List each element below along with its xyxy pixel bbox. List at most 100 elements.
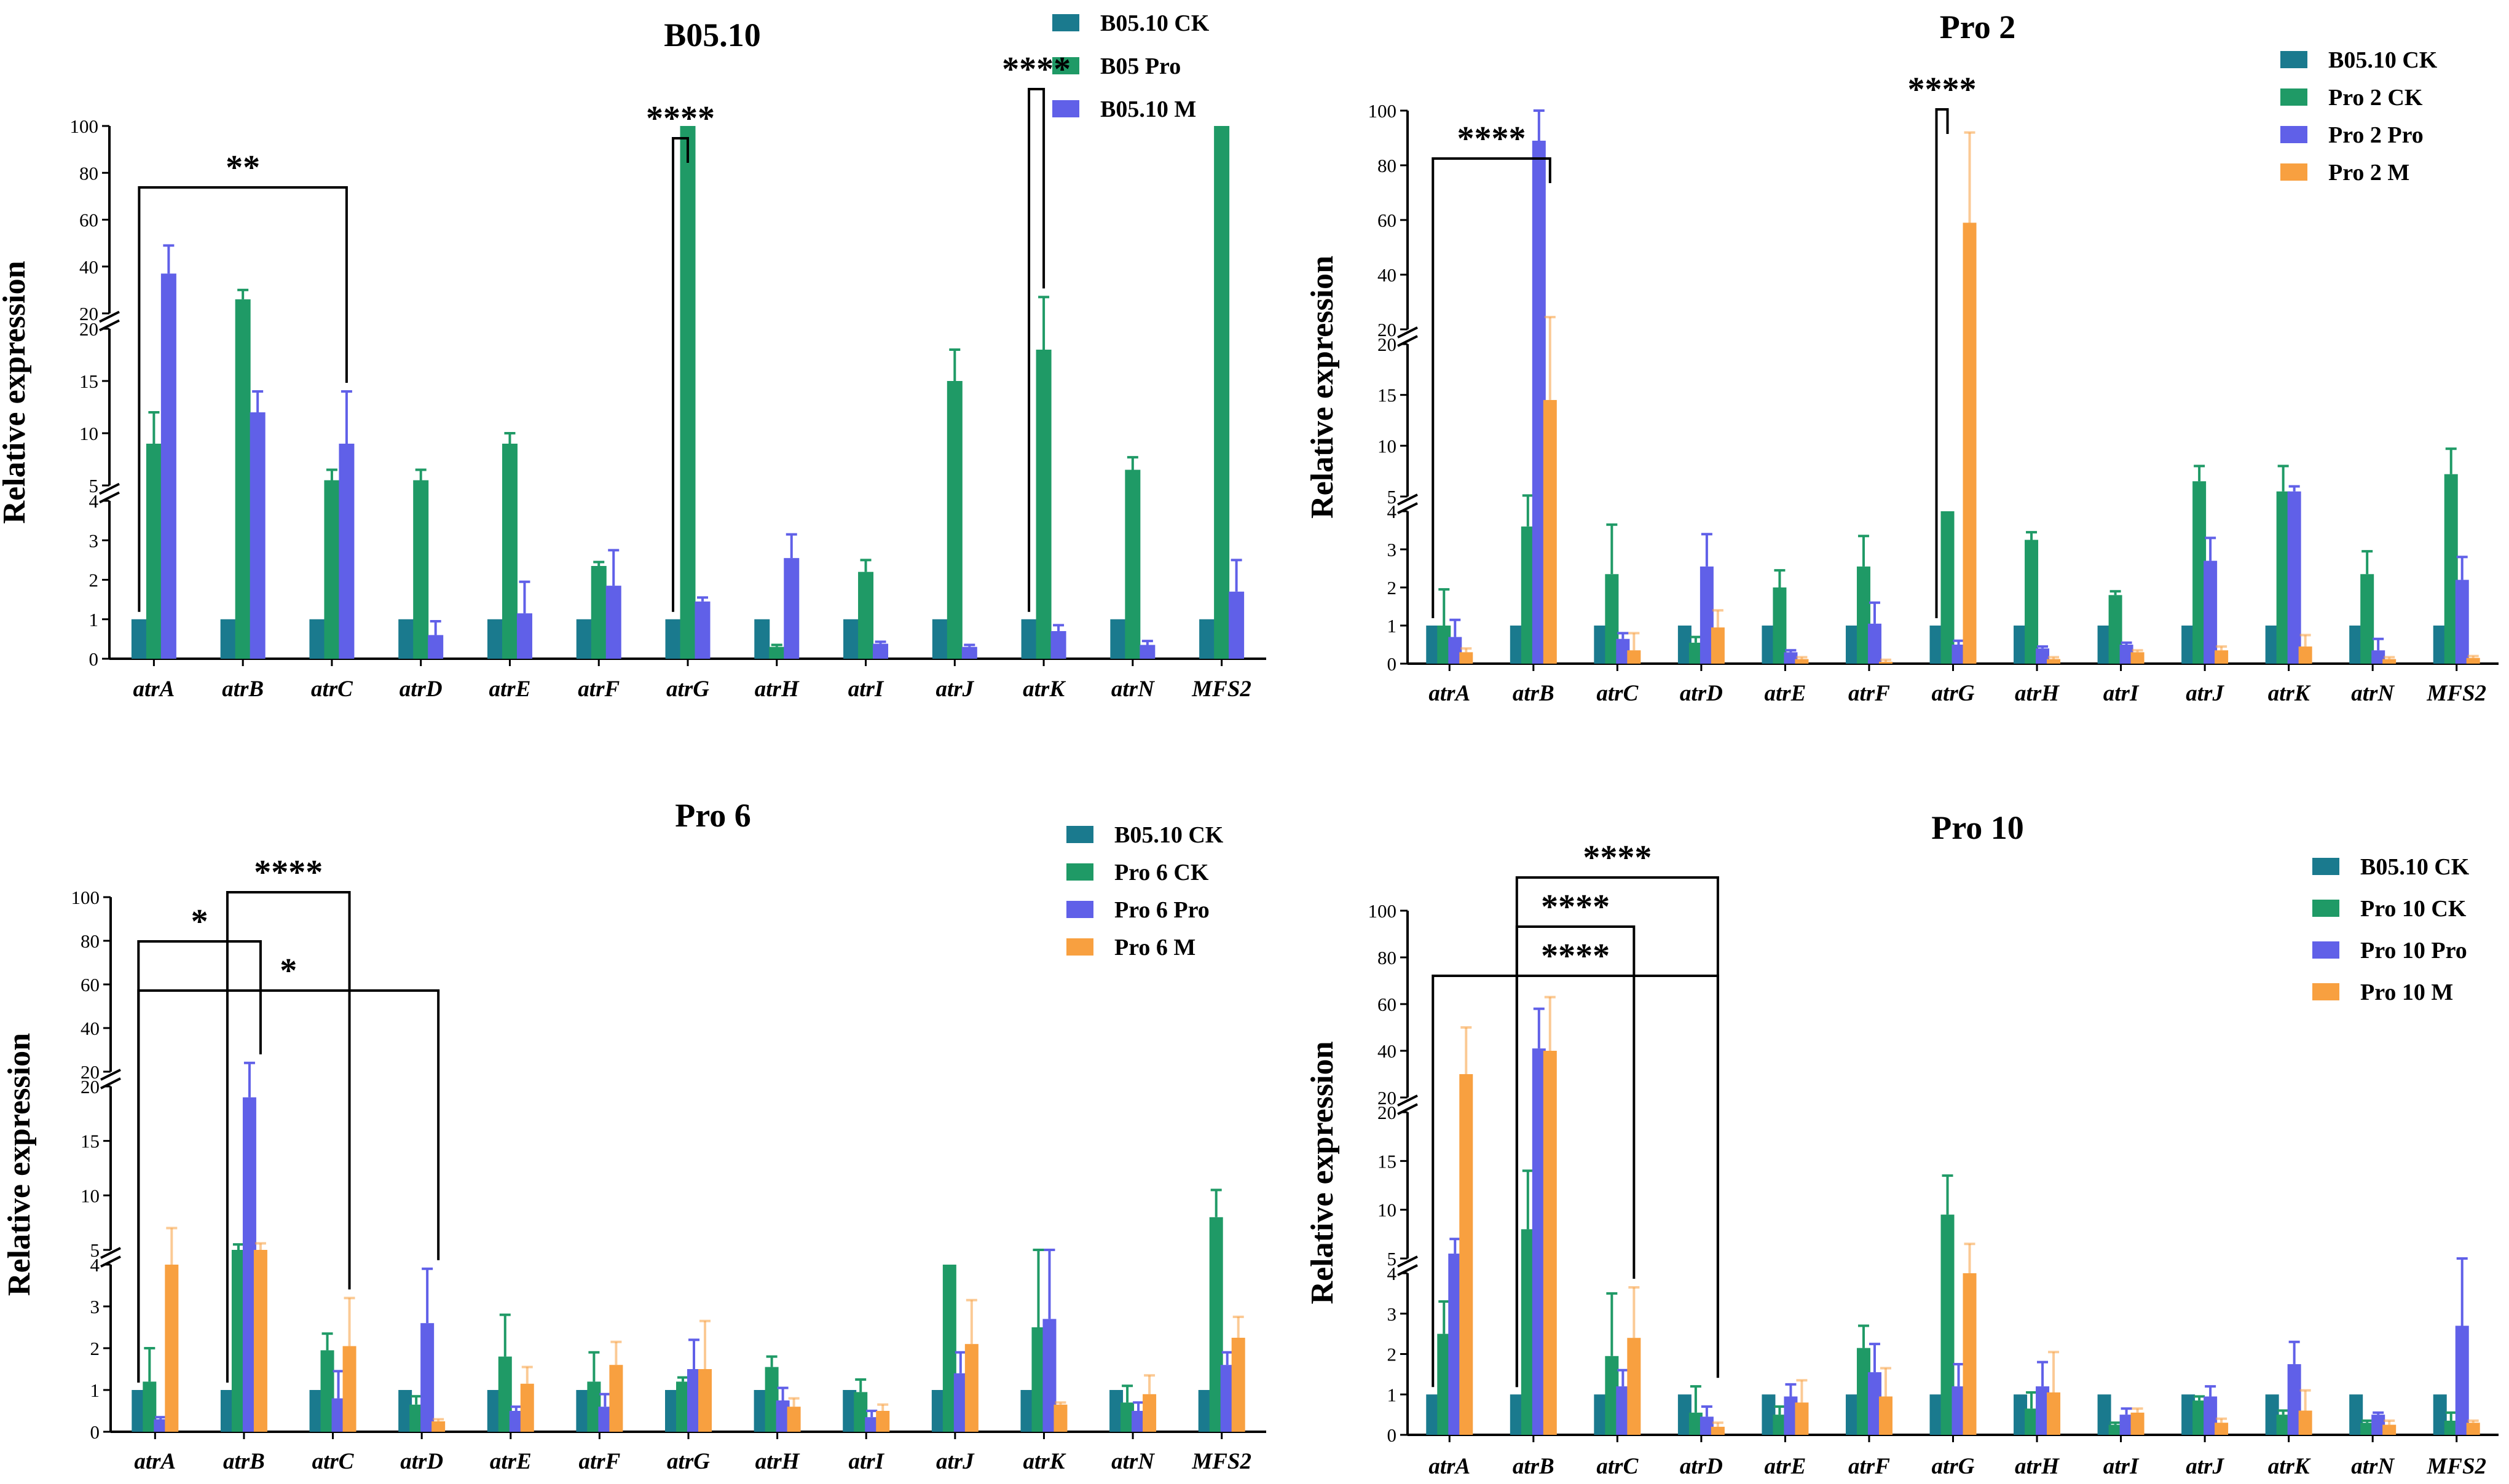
- legend-swatch-3: [2312, 941, 2339, 959]
- bar-atrD-series-1: [1677, 1394, 1692, 1435]
- bar-atrF-series-1: [1845, 626, 1859, 664]
- legend-label-2: Pro 6 CK: [1114, 860, 1209, 885]
- bar-atrD-series-1: [398, 619, 414, 659]
- category-label-atrI: atrI: [2103, 1454, 2140, 1479]
- bar-atrN-series-1: [1109, 1390, 1124, 1432]
- bar-atrC-series-1: [1594, 1394, 1608, 1435]
- category-label-atrK: atrK: [2268, 1454, 2311, 1479]
- bar-atrK-series-2: [2276, 1415, 2290, 1435]
- y-tick-label: 20: [79, 303, 98, 324]
- y-tick-label: 60: [1377, 210, 1396, 231]
- category-label-atrN: atrN: [1111, 1449, 1155, 1474]
- bar-atrH-series-4: [787, 1407, 801, 1432]
- y-tick-label: 20: [79, 318, 98, 340]
- axis-break-mark: [99, 319, 120, 332]
- bar-atrB-series-3: [242, 1097, 256, 1432]
- significance-bracket: [672, 137, 689, 612]
- bar-atrH-series-1: [2014, 626, 2028, 664]
- bar-atrA-series-1: [132, 1390, 146, 1432]
- bar-atrI-series-1: [843, 619, 859, 659]
- bar-atrC-series-1: [309, 619, 325, 659]
- bar-atrG-series-1: [1929, 626, 1944, 664]
- y-tick-label: 1: [1387, 615, 1397, 637]
- significance-label: ****: [1457, 120, 1526, 158]
- bar-atrK-series-4: [1054, 1404, 1068, 1432]
- bar-atrN-series-2: [1125, 469, 1141, 659]
- bar-atrA-series-4: [1459, 1074, 1473, 1435]
- category-label-atrE: atrE: [490, 1449, 532, 1474]
- category-label-atrC: atrC: [1596, 681, 1639, 706]
- y-tick-label: 20: [1377, 1102, 1396, 1123]
- bar-atrJ-series-2: [947, 381, 963, 659]
- significance-bracket: [1515, 876, 1719, 1388]
- bar-MFS2-series-3: [2455, 1325, 2469, 1435]
- category-label-atrJ: atrJ: [2186, 681, 2224, 706]
- bar-atrB-series-3: [1532, 1048, 1546, 1435]
- category-label-atrK: atrK: [2268, 681, 2311, 706]
- bar-atrK-series-4: [2298, 1410, 2312, 1435]
- bar-atrE-series-4: [1795, 659, 1809, 664]
- y-tick-label: 0: [89, 648, 99, 670]
- bar-atrB-series-2: [1521, 1229, 1535, 1435]
- y-tick-label: 40: [1377, 264, 1396, 286]
- bar-atrJ-series-1: [932, 619, 948, 659]
- bar-atrF-series-3: [605, 586, 621, 659]
- y-tick-label: 1: [89, 609, 99, 630]
- bar-atrA-series-2: [1437, 1333, 1451, 1435]
- bar-atrH-series-1: [754, 1390, 768, 1432]
- bar-atrD-series-4: [431, 1421, 446, 1432]
- bar-atrF-series-2: [591, 566, 607, 659]
- bar-MFS2-series-2: [2444, 1420, 2458, 1435]
- bar-atrN-series-4: [1143, 1394, 1157, 1432]
- legend-label-1: B05.10 CK: [1100, 10, 1210, 36]
- legend-swatch-4: [2312, 983, 2339, 1000]
- bar-atrK-series-3: [1042, 1319, 1057, 1432]
- bar-atrI-series-2: [854, 1392, 868, 1432]
- y-tick-label: 20: [1377, 334, 1396, 355]
- bar-atrK-series-3: [2287, 491, 2301, 664]
- significance-label: ****: [254, 854, 323, 892]
- bar-atrK-series-1: [1021, 619, 1037, 659]
- legend-label-3: B05.10 M: [1100, 96, 1196, 122]
- axis-break-mark: [100, 1069, 121, 1081]
- bar-atrI-series-1: [2097, 1394, 2111, 1435]
- bar-atrD-series-2: [1688, 1412, 1703, 1435]
- y-tick-label: 40: [1377, 1040, 1396, 1062]
- bar-atrF-series-3: [1867, 623, 1881, 664]
- y-tick-label: 20: [1377, 319, 1396, 340]
- bar-atrJ-series-1: [931, 1390, 945, 1432]
- bar-atrG-series-3: [687, 1369, 701, 1432]
- bar-atrI-series-4: [876, 1411, 890, 1432]
- bar-atrI-series-4: [2130, 652, 2145, 664]
- significance-bracket: [138, 186, 348, 612]
- category-label-atrD: atrD: [400, 1449, 443, 1474]
- category-label-atrA: atrA: [1428, 1454, 1470, 1479]
- y-tick-label: 80: [1377, 155, 1396, 176]
- bar-atrG-series-3: [695, 601, 711, 659]
- bar-MFS2-series-4: [2466, 658, 2480, 664]
- bar-MFS2-series-2: [1209, 1217, 1223, 1432]
- bar-atrA-series-2: [143, 1381, 157, 1432]
- bar-atrF-series-1: [576, 619, 592, 659]
- bar-atrI-series-3: [2119, 645, 2133, 664]
- category-label-MFS2: MFS2: [2426, 681, 2486, 706]
- bar-atrC-series-3: [331, 1398, 345, 1432]
- bar-atrB-series-4: [1543, 399, 1557, 664]
- y-tick-label: 100: [71, 887, 100, 908]
- legend-label-4: Pro 10 M: [2360, 980, 2453, 1005]
- bar-atrI-series-4: [2130, 1412, 2145, 1435]
- bar-atrK-series-2: [1036, 350, 1052, 659]
- y-tick-label: 2: [1387, 577, 1397, 599]
- bar-atrJ-series-4: [2215, 650, 2229, 664]
- bar-atrH-series-2: [2025, 540, 2039, 664]
- category-label-atrJ: atrJ: [935, 677, 974, 702]
- significance-label: *: [191, 903, 208, 941]
- bar-atrC-series-3: [1616, 1386, 1630, 1435]
- bar-atrE-series-2: [498, 1356, 512, 1432]
- bar-atrG-series-4: [698, 1369, 712, 1432]
- bar-atrA-series-1: [1426, 1394, 1440, 1435]
- bar-atrA-series-2: [1437, 626, 1451, 664]
